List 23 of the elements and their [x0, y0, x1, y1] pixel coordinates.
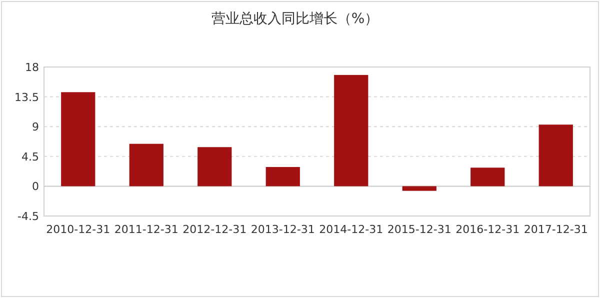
x-tick-label: 2011-12-31: [114, 223, 178, 236]
bar: [61, 92, 96, 186]
x-tick-label: 2010-12-31: [46, 223, 110, 236]
x-tick-label: 2012-12-31: [182, 223, 247, 236]
y-tick-label: 9: [32, 120, 39, 134]
bar: [198, 147, 232, 186]
x-tick-label: 2014-12-31: [319, 223, 384, 236]
x-tick-label: 2015-12-31: [387, 223, 452, 236]
bar: [470, 168, 505, 186]
bar: [266, 166, 300, 186]
bar: [334, 74, 368, 186]
y-tick-label: -4.5: [18, 210, 39, 223]
bar: [402, 186, 436, 191]
x-tick-label: 2016-12-31: [456, 223, 520, 236]
y-tick-label: 0: [32, 180, 39, 194]
y-tick-label: 4.5: [22, 150, 39, 164]
x-tick-label: 2013-12-31: [250, 223, 315, 236]
y-tick-label: 13.5: [14, 90, 39, 104]
chart-title: 营业总收入同比增长（%）: [211, 11, 379, 27]
y-tick-label: 18: [25, 61, 39, 74]
x-tick-label: 2017-12-31: [524, 223, 588, 236]
bar: [129, 144, 164, 186]
bar: [538, 124, 573, 186]
